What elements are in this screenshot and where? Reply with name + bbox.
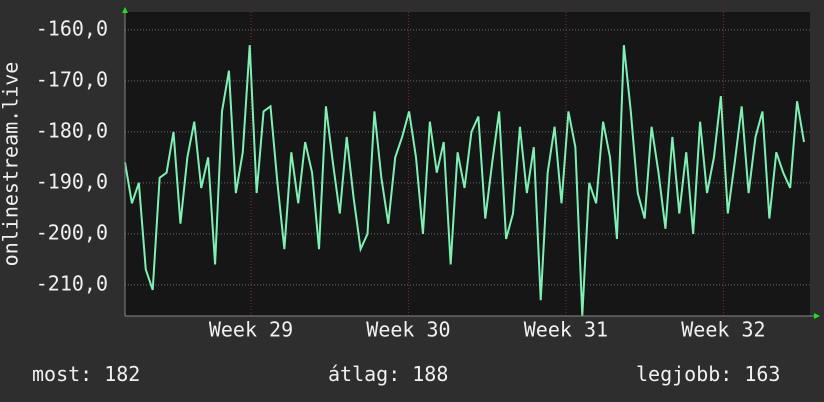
x-tick-label: Week 32 xyxy=(681,318,765,342)
stat-value: 163 xyxy=(744,362,780,386)
stat-value: 182 xyxy=(104,362,140,386)
stat: legjobb: 163 xyxy=(636,362,780,386)
y-tick-label: -180,0 xyxy=(36,118,108,142)
y-tick-label: -200,0 xyxy=(36,220,108,244)
line xyxy=(124,45,806,316)
y-axis-label: onlinestream.live xyxy=(0,62,23,267)
x-tick-label: Week 31 xyxy=(524,318,608,342)
x-tick-label: Week 29 xyxy=(209,318,293,342)
y-tick-label: -160,0 xyxy=(36,16,108,40)
y-tick-label: -170,0 xyxy=(36,67,108,91)
x-arrow xyxy=(814,313,820,319)
y-tick-label: -190,0 xyxy=(36,169,108,193)
stats: most: 182 átlag: 188 legjobb: 163 xyxy=(32,362,780,386)
stat-label: átlag: xyxy=(328,362,400,386)
y-arrow xyxy=(122,7,128,13)
stat-value: 188 xyxy=(412,362,448,386)
stat: most: 182 xyxy=(32,362,140,386)
y-tick-label: -210,0 xyxy=(36,271,108,295)
plot xyxy=(124,45,806,316)
stat-label: legjobb: xyxy=(636,362,732,386)
stat-label: most: xyxy=(32,362,92,386)
x-tick-label: Week 30 xyxy=(366,318,450,342)
stat: átlag: 188 xyxy=(328,362,448,386)
